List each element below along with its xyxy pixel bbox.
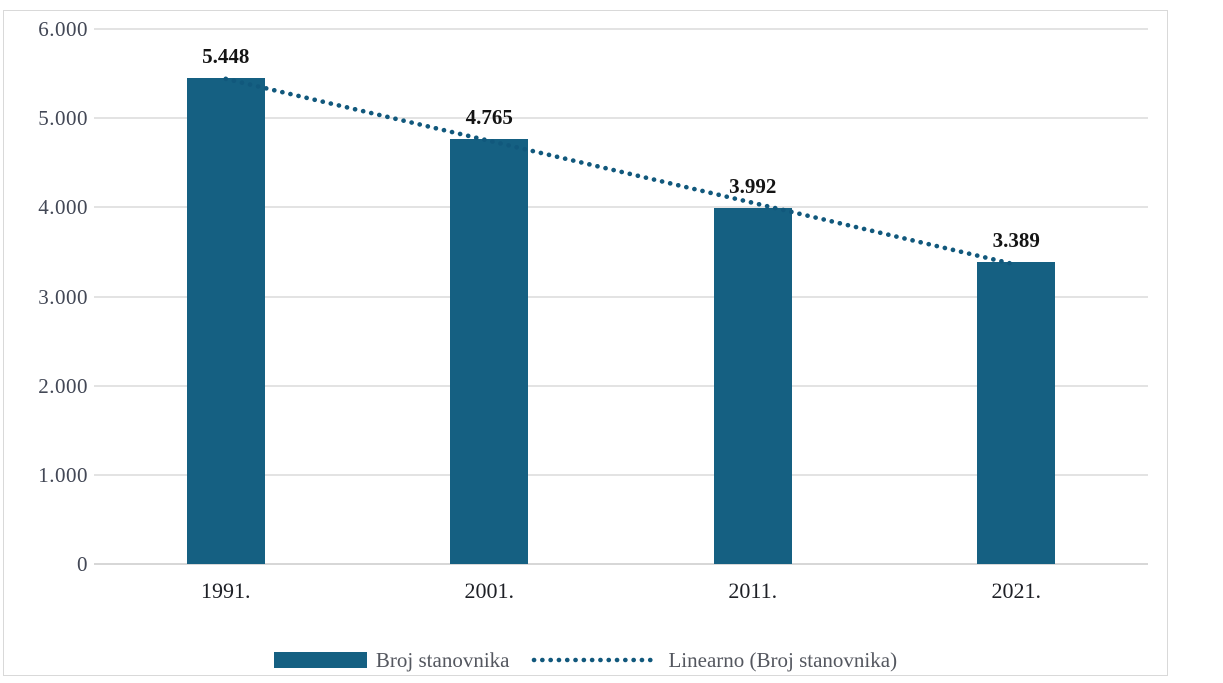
y-axis-tick-label: 3.000	[38, 284, 88, 309]
chart-frame: 6.000 5.000 4.000 3.000 2.000 1.000 0 5.448 1991…	[3, 10, 1168, 676]
legend: Broj stanovnika Linearno (Broj stanovnik…	[4, 648, 1167, 672]
y-axis-tick-label: 1.000	[38, 462, 88, 487]
x-axis-line	[94, 563, 1148, 565]
bar-value-label: 3.992	[729, 174, 777, 199]
legend-trend-label: Linearno (Broj stanovnika)	[668, 648, 898, 672]
y-axis-tick-label: 6.000	[38, 17, 88, 41]
bar-value-label: 4.765	[465, 105, 513, 130]
y-axis-tick-label: 5.000	[38, 106, 88, 131]
x-axis-tick-label: 2001.	[464, 578, 515, 603]
bar-2001	[450, 139, 529, 564]
bar-value-label: 5.448	[202, 44, 250, 69]
trendline-dotted-line	[223, 76, 1019, 268]
legend-trendline-swatch-icon	[532, 657, 654, 663]
bar-value-label: 3.389	[992, 227, 1040, 252]
y-axis-tick-label: 2.000	[38, 373, 88, 398]
y-axis-tick-label: 0	[77, 552, 88, 576]
y-gridline	[94, 384, 1148, 387]
x-axis-tick-label: 1991.	[201, 578, 251, 603]
legend-series-label: Broj stanovnika	[375, 648, 510, 672]
x-axis-tick-label: 2021.	[991, 578, 1042, 603]
y-gridline	[94, 473, 1148, 476]
bar-2011	[713, 208, 792, 564]
y-axis-tick-label: 4.000	[38, 195, 88, 220]
bar-1991	[186, 78, 265, 564]
x-axis-tick-label: 2011.	[728, 578, 778, 603]
bar-2021	[977, 261, 1056, 564]
y-gridline	[94, 28, 1148, 30]
y-gridline	[94, 295, 1148, 298]
legend-bar-swatch-icon	[273, 652, 367, 668]
